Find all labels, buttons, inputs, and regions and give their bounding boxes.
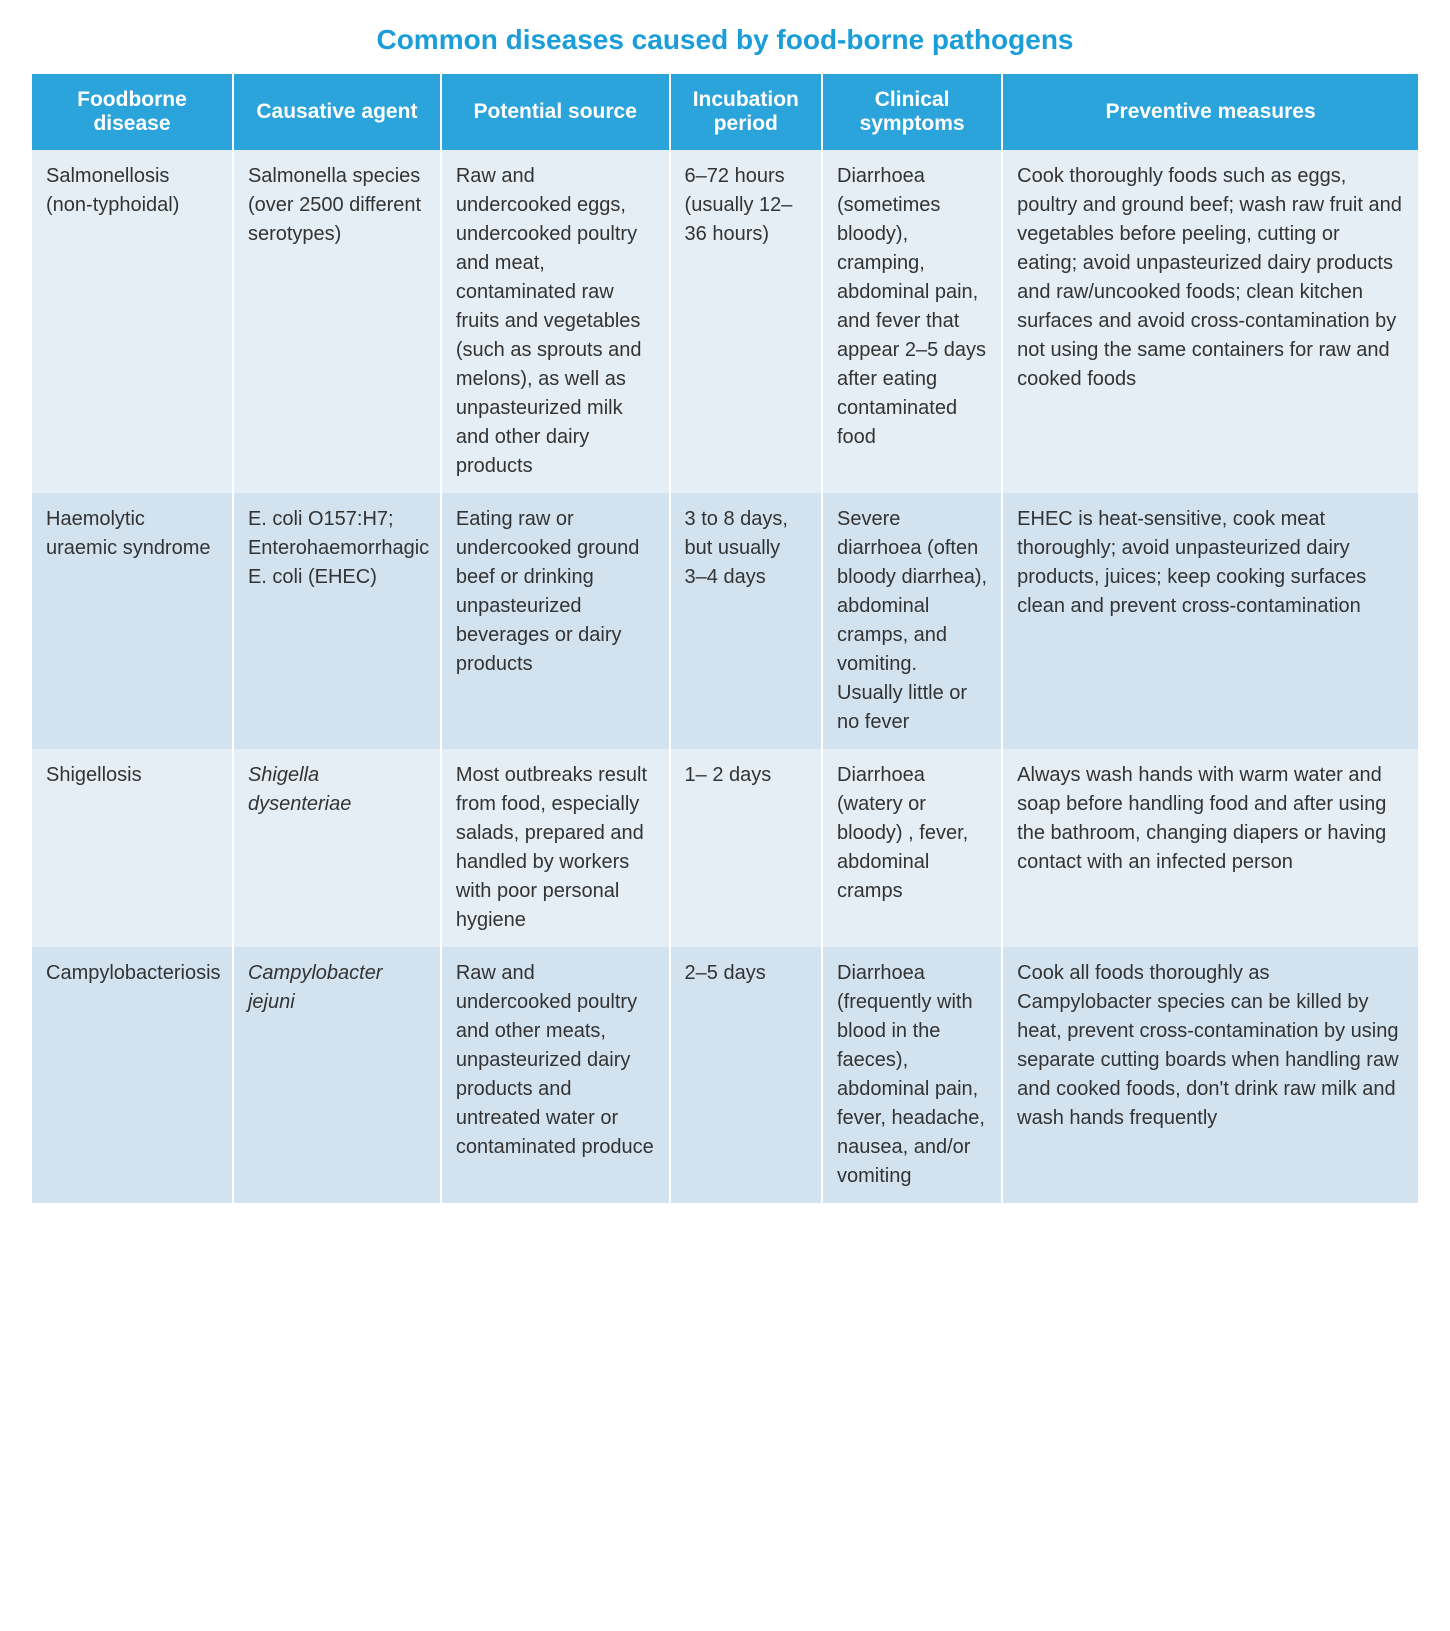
cell-incubation: 1– 2 days — [670, 749, 822, 947]
pathogens-table: Foodborne disease Causative agent Potent… — [32, 74, 1418, 1203]
cell-disease: Campylobacteriosis — [32, 947, 233, 1203]
cell-source: Eating raw or undercooked ground beef or… — [441, 493, 670, 749]
cell-disease: Salmonellosis (non-typhoidal) — [32, 150, 233, 493]
table-body: Salmonellosis (non-typhoidal)Salmonella … — [32, 150, 1418, 1203]
cell-incubation: 6–72 hours (usually 12–36 hours) — [670, 150, 822, 493]
header-source: Potential source — [441, 74, 670, 150]
table-row: Salmonellosis (non-typhoidal)Salmonella … — [32, 150, 1418, 493]
header-symptoms: Clinical symptoms — [822, 74, 1002, 150]
cell-prevention: Cook thoroughly foods such as eggs, poul… — [1002, 150, 1418, 493]
table-header: Foodborne disease Causative agent Potent… — [32, 74, 1418, 150]
cell-symptoms: Diarrhoea (sometimes bloody), cramping, … — [822, 150, 1002, 493]
cell-incubation: 3 to 8 days, but usually 3–4 days — [670, 493, 822, 749]
cell-prevention: EHEC is heat-sensitive, cook meat thorou… — [1002, 493, 1418, 749]
cell-prevention: Cook all foods thoroughly as Campylobact… — [1002, 947, 1418, 1203]
cell-symptoms: Diarrhoea (watery or bloody) , fever, ab… — [822, 749, 1002, 947]
cell-symptoms: Diarrhoea (frequently with blood in the … — [822, 947, 1002, 1203]
cell-agent: Shigella dysenteriae — [233, 749, 441, 947]
cell-source: Raw and undercooked poultry and other me… — [441, 947, 670, 1203]
header-disease: Foodborne disease — [32, 74, 233, 150]
header-incubation: Incubation period — [670, 74, 822, 150]
cell-prevention: Always wash hands with warm water and so… — [1002, 749, 1418, 947]
header-prevention: Preventive measures — [1002, 74, 1418, 150]
cell-disease: Shigellosis — [32, 749, 233, 947]
cell-agent: E. coli O157:H7; Enterohaemorrhagic E. c… — [233, 493, 441, 749]
cell-agent: Salmonella species (over 2500 different … — [233, 150, 441, 493]
cell-incubation: 2–5 days — [670, 947, 822, 1203]
cell-source: Most outbreaks result from food, especia… — [441, 749, 670, 947]
header-agent: Causative agent — [233, 74, 441, 150]
table-row: ShigellosisShigella dysenteriaeMost outb… — [32, 749, 1418, 947]
page-title: Common diseases caused by food-borne pat… — [32, 24, 1418, 56]
table-row: CampylobacteriosisCampylobacter jejuniRa… — [32, 947, 1418, 1203]
cell-symptoms: Severe diarrhoea (often bloody diarrhea)… — [822, 493, 1002, 749]
cell-disease: Haemolytic uraemic syndrome — [32, 493, 233, 749]
cell-source: Raw and undercooked eggs, undercooked po… — [441, 150, 670, 493]
table-row: Haemolytic uraemic syndromeE. coli O157:… — [32, 493, 1418, 749]
cell-agent: Campylobacter jejuni — [233, 947, 441, 1203]
